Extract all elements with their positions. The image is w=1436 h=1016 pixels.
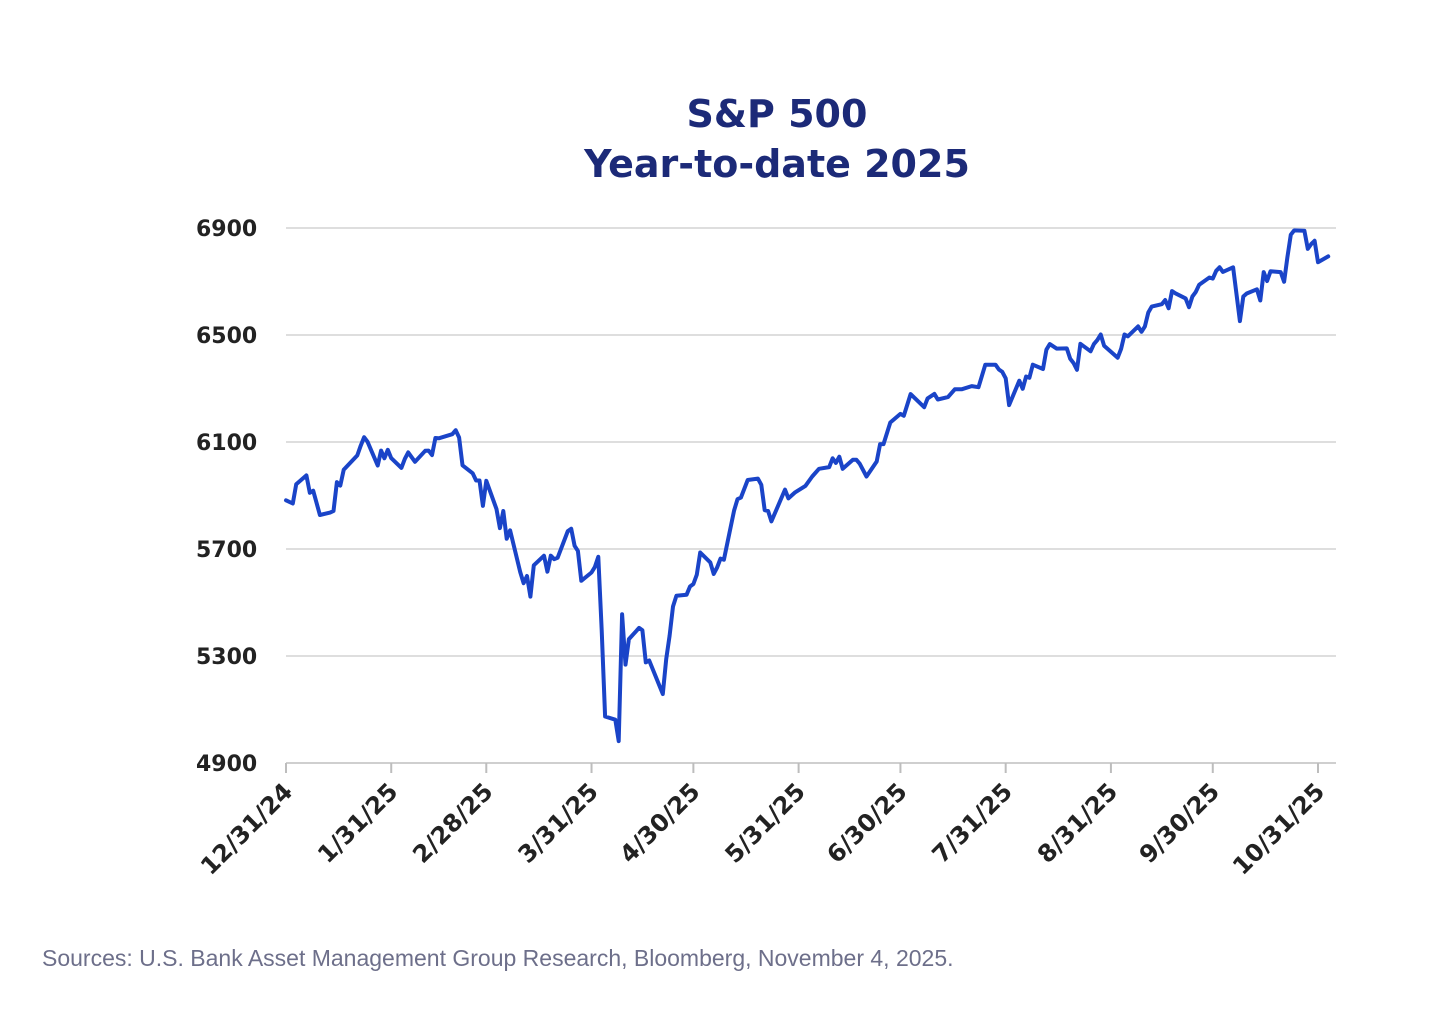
y-tick-label: 6100: [196, 431, 257, 456]
series: [284, 228, 1331, 744]
x-tick-label: 8/31/25: [1032, 777, 1123, 868]
x-tick-label: 2/28/25: [407, 777, 498, 868]
x-tick-label: 3/31/25: [513, 777, 604, 868]
chart-title: S&P 500 Year-to-date 2025: [583, 92, 970, 186]
x-tick-label: 10/31/25: [1227, 777, 1330, 880]
y-tick-label: 5300: [196, 645, 257, 670]
x-axis: 12/31/24 1/31/25 2/28/25 3/31/25 4/30/25 5/31…: [195, 763, 1330, 880]
sp500-price-line: [284, 228, 1331, 744]
x-tick-label: 6/30/25: [821, 777, 912, 868]
x-tick-label: 7/31/25: [927, 777, 1018, 868]
y-axis: 4900 5300 5700 6100 6500 6900: [196, 217, 257, 777]
x-tick-label: 5/31/25: [720, 777, 811, 868]
source-footnote: Sources: U.S. Bank Asset Management Grou…: [42, 945, 954, 971]
sp500-line-chart: S&P 500 Year-to-date 2025 4900 5300 5700 610…: [195, 92, 1336, 880]
x-tick-label: 12/31/24: [195, 777, 298, 880]
x-tick-label: 1/31/25: [312, 777, 403, 868]
chart-title-line-1: S&P 500: [687, 92, 868, 136]
x-tick-label: 4/30/25: [614, 777, 705, 868]
y-tick-label: 5700: [196, 538, 257, 563]
y-tick-label: 6500: [196, 324, 257, 349]
y-tick-label: 6900: [196, 217, 257, 242]
chart-title-line-2: Year-to-date 2025: [583, 142, 970, 186]
y-tick-label: 4900: [196, 752, 257, 777]
x-tick-label: 9/30/25: [1134, 777, 1225, 868]
gridlines: [286, 227, 1336, 764]
